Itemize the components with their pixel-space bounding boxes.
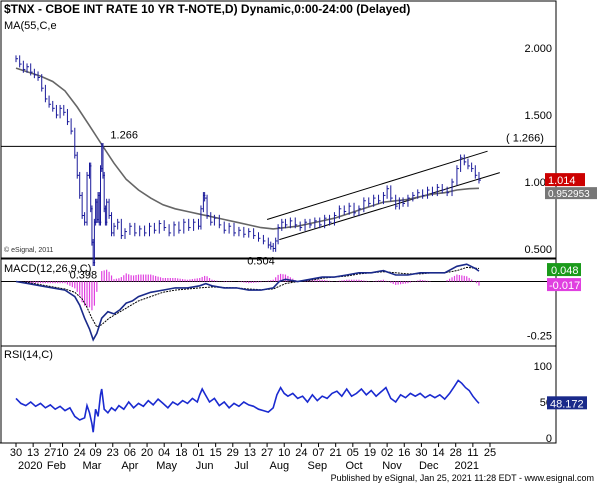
chart-title: $TNX - CBOE INT RATE 10 YR T-NOTE,D) Dyn… — [4, 2, 410, 16]
rsi-value-box — [547, 396, 587, 410]
x-month-label: Oct — [345, 460, 362, 472]
macd-y-tick: -0.25 — [527, 331, 552, 343]
x-tick-label: 07 — [312, 447, 324, 459]
x-tick-label: 02 — [381, 447, 393, 459]
x-tick-label: 24 — [295, 447, 307, 459]
x-tick-label: 30 — [10, 447, 22, 459]
x-month-label: Mar — [82, 460, 101, 472]
x-month-label: May — [156, 460, 177, 472]
x-tick-label: 28 — [450, 447, 462, 459]
x-tick-label: 05 — [347, 447, 359, 459]
x-month-label: Jul — [234, 460, 248, 472]
x-month-label: Dec — [419, 460, 439, 472]
x-tick-label: 13 — [27, 447, 39, 459]
x-tick-label: 29 — [227, 447, 239, 459]
ma-value-label: 0.952953 — [548, 189, 590, 200]
ma-value-box — [545, 187, 597, 200]
signal-value-label: -0.017 — [549, 280, 580, 292]
macd-value-label: 0.048 — [551, 265, 579, 277]
x-tick-label: 10 — [278, 447, 290, 459]
price-annotation: 0.398 — [70, 270, 98, 282]
signal-value-box — [547, 278, 581, 292]
x-tick-label: 27 — [261, 447, 273, 459]
macd-panel: -0.25 0.048 -0.017 — [1, 263, 581, 343]
x-month-label: Aug — [270, 460, 290, 472]
macd-panel-frame — [0, 258, 557, 347]
x-tick-label: 30 — [415, 447, 427, 459]
x-tick-label: 21 — [330, 447, 342, 459]
x-month-label: 2021 — [454, 460, 478, 472]
rsi-value-label: 48.172 — [550, 398, 584, 410]
macd-legend: MACD(12,26,9,C) — [4, 263, 91, 275]
resistance-label: ( 1.266) — [506, 132, 544, 144]
ma-legend: MA(55,C,e — [4, 20, 57, 32]
price-y-tick: 2.000 — [524, 43, 552, 55]
x-tick-label: 10 — [56, 447, 68, 459]
macd-value-box — [547, 263, 581, 277]
x-tick-label: 20 — [141, 447, 153, 459]
x-tick-label: 06 — [124, 447, 136, 459]
price-y-tick: 0.500 — [524, 244, 552, 256]
x-month-label: Jun — [196, 460, 214, 472]
x-tick-label: 25 — [484, 447, 496, 459]
x-month-label: 2020 — [18, 460, 42, 472]
x-tick-label: 23 — [107, 447, 119, 459]
x-tick-label: 19 — [364, 447, 376, 459]
price-annotation: 0.504 — [247, 255, 275, 267]
x-tick-label: 11 — [467, 447, 478, 459]
x-tick-label: 09 — [89, 447, 101, 459]
rsi-line — [15, 379, 480, 433]
ma-line — [15, 67, 480, 230]
x-month-label: Feb — [47, 460, 66, 472]
rsi-y-tick: 100 — [534, 361, 552, 373]
macd-line — [15, 263, 480, 342]
x-tick-label: 24 — [74, 447, 86, 459]
channel-upper-line — [266, 150, 488, 220]
x-tick-label: 13 — [244, 447, 256, 459]
x-tick-label: 14 — [432, 447, 444, 459]
rsi-y-tick: 0 — [546, 433, 552, 445]
esignal-watermark: © eSignal, 2011 — [4, 246, 54, 254]
x-tick-label: 16 — [398, 447, 410, 459]
price-y-tick: 1.500 — [524, 110, 552, 122]
rsi-legend: RSI(14,C) — [4, 349, 53, 361]
x-tick-label: 27 — [44, 447, 56, 459]
close-value-box — [545, 173, 585, 187]
x-axis: 30 13 27 10 24 09 23 06 20 04 18 01 15 29 13 27 10 24 07 21… — [10, 443, 496, 472]
close-value-label: 1.014 — [548, 175, 576, 187]
x-month-label: Apr — [121, 460, 138, 472]
price-panel-frame — [0, 0, 557, 259]
x-month-label: Nov — [382, 460, 402, 472]
x-tick-label: 18 — [175, 447, 187, 459]
x-tick-label: 04 — [158, 447, 170, 459]
x-tick-label: 01 — [192, 447, 204, 459]
footer-credit: Published by eSignal, Jan 25, 2021 11:28… — [331, 473, 594, 483]
channel-lower-line — [279, 172, 500, 241]
price-annotation: 1.266 — [110, 129, 138, 141]
x-tick-label: 15 — [210, 447, 222, 459]
x-month-label: Sep — [308, 460, 328, 472]
